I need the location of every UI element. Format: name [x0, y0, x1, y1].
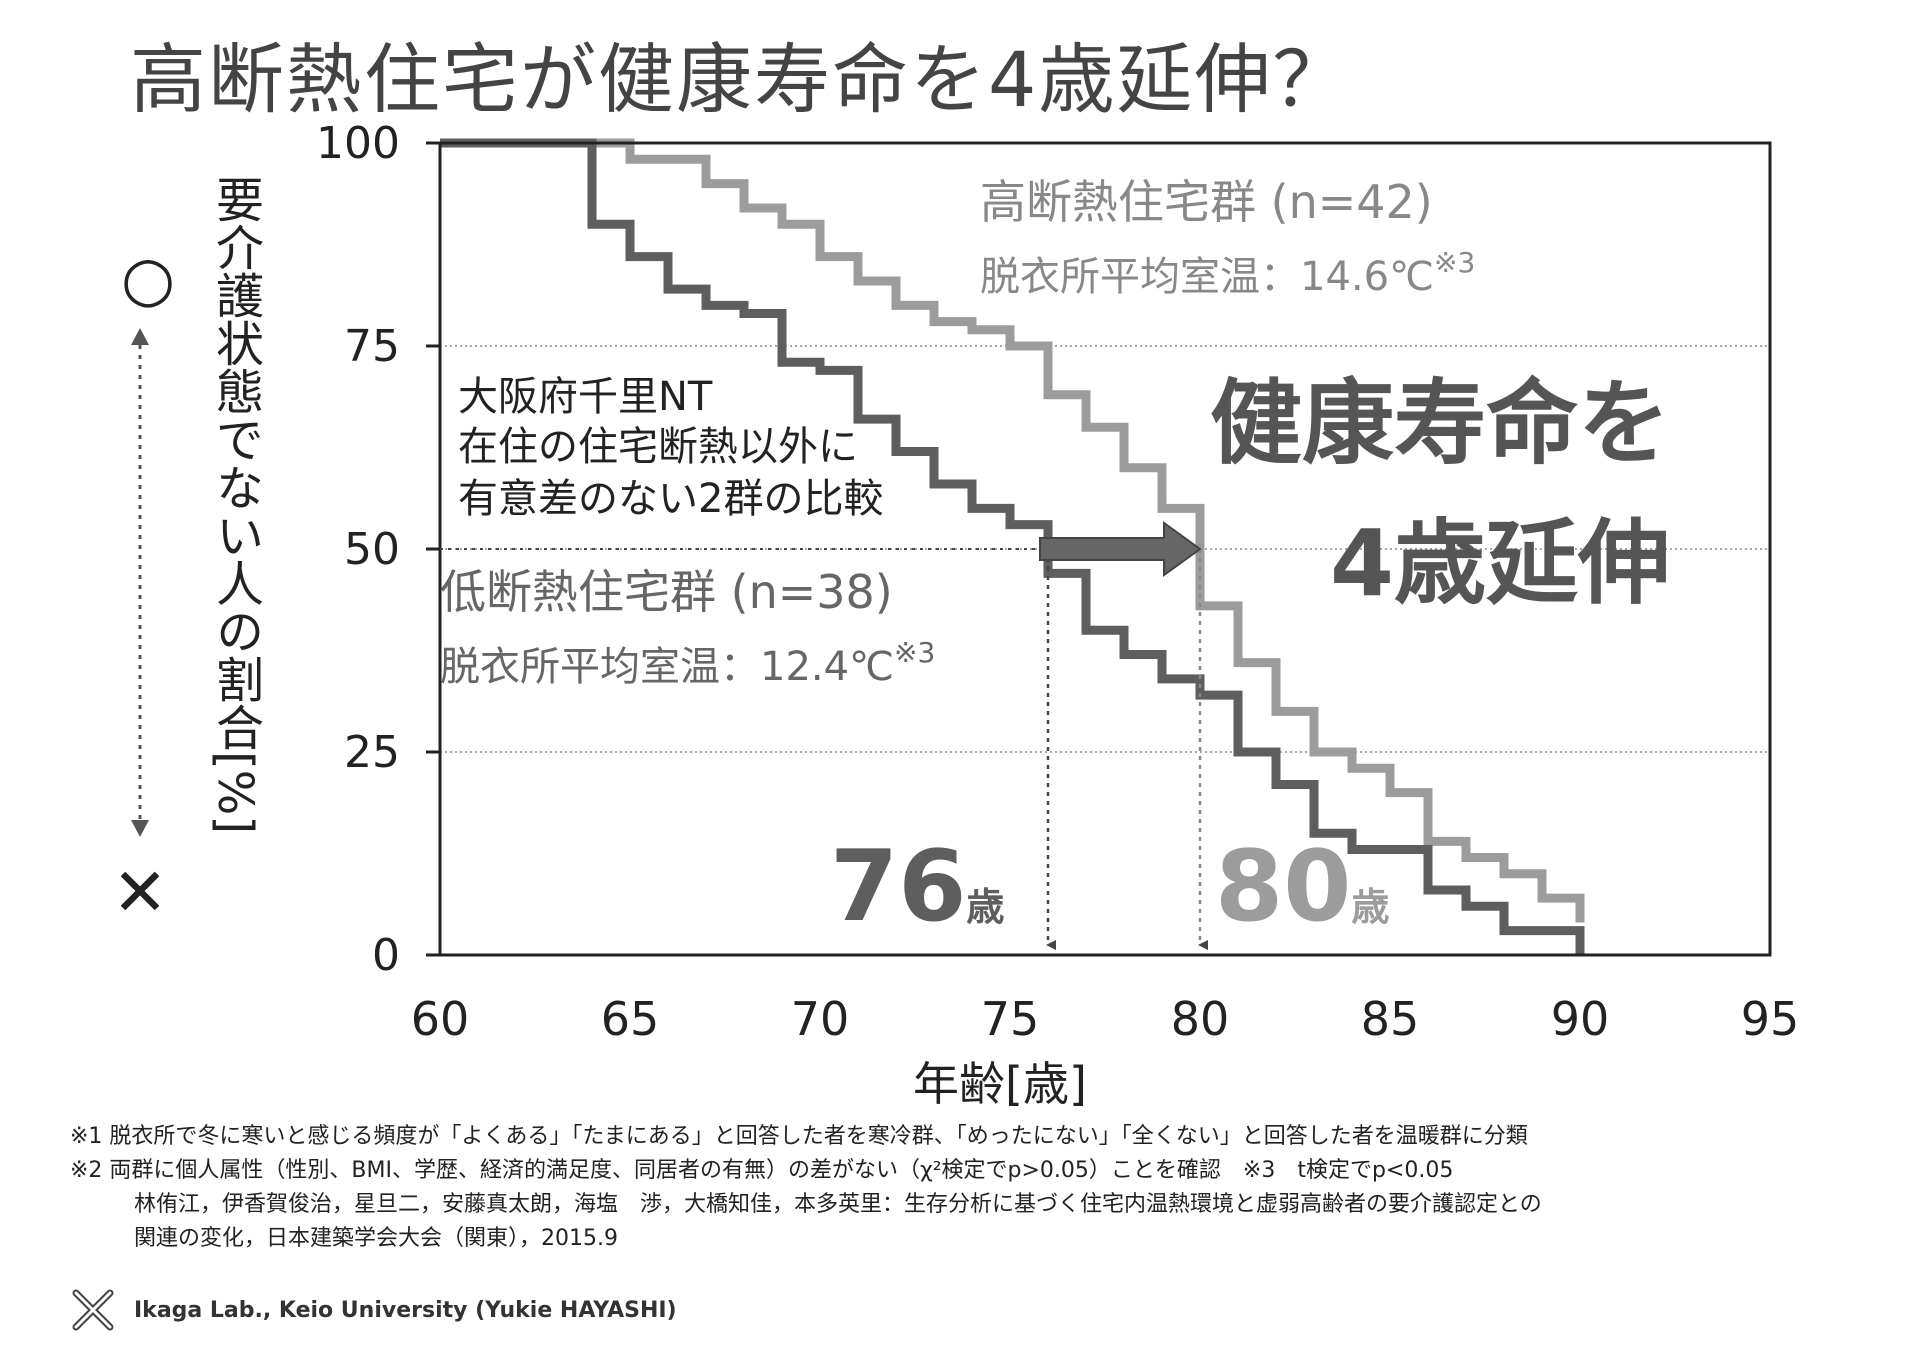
y-tick-25: 25 — [344, 727, 400, 778]
legend-low-note: ※3 — [894, 636, 935, 669]
reference-line-1: 林侑江，伊香賀俊治，星旦二，安藤真太朗，海塩 渉，大橋知佳，本多英里：生存分析に… — [134, 1192, 1542, 1217]
big-slogan-line-2: 4歳延伸 — [1330, 510, 1670, 617]
arrow-up-icon — [131, 328, 149, 345]
footer-credit: Ikaga Lab., Keio University (Yukie HAYAS… — [134, 1297, 677, 1323]
footnote-2: ※2 両群に個人属性（性別、BMI、学歴、経済的満足度、同居者の有無）の差がない… — [70, 1158, 1454, 1183]
x-tick-60: 60 — [411, 992, 470, 1046]
footnote-1: ※1 脱衣所で冬に寒いと感じる頻度が「よくある」「たまにある」と回答した者を寒冷… — [70, 1124, 1528, 1149]
annotation-line-1: 大阪府千里NT — [458, 374, 713, 420]
series-lines — [440, 138, 1585, 955]
legend-high-note: ※3 — [1434, 246, 1475, 279]
crossed-hands-logo-icon — [72, 1289, 114, 1331]
reference-line-2: 関連の変化，日本建築学会大会（関東），2015.9 — [134, 1226, 618, 1251]
good-circle-icon: ○ — [121, 242, 175, 315]
legend-high-name: 高断熱住宅群 (n=42) — [980, 175, 1433, 229]
y-tick-100: 100 — [316, 118, 400, 169]
legend-low-name: 低断熱住宅群 (n=38) — [440, 565, 893, 619]
median-high-label: 80歳 — [1215, 830, 1389, 944]
footnotes: ※1 脱衣所で冬に寒いと感じる頻度が「よくある」「たまにある」と回答した者を寒冷… — [70, 1120, 1542, 1256]
x-tick-65: 65 — [601, 992, 660, 1046]
x-tick-labels: 60 65 70 75 80 85 90 95 — [411, 992, 1800, 1046]
median-low-label: 76歳 — [830, 830, 1004, 944]
x-axis-label: 年齢[歳] — [913, 1057, 1087, 1111]
x-tick-75: 75 — [981, 992, 1040, 1046]
y-tick-labels: 0 25 50 75 100 — [316, 118, 440, 981]
x-tick-80: 80 — [1171, 992, 1230, 1046]
page-title: 高断熱住宅が健康寿命を4歳延伸？ — [130, 35, 1351, 124]
y-tick-75: 75 — [344, 321, 400, 372]
annotation-line-3: 有意差のない2群の比較 — [458, 476, 883, 522]
annotation-line-2: 在住の住宅断熱以外に — [458, 424, 858, 470]
y-tick-0: 0 — [372, 930, 400, 981]
shift-arrow-icon — [1039, 521, 1202, 577]
x-tick-85: 85 — [1361, 992, 1420, 1046]
legend-high-temp: 脱衣所平均室温：14.6℃※3 — [980, 246, 1475, 300]
footer: Ikaga Lab., Keio University (Yukie HAYAS… — [70, 1287, 677, 1333]
arrow-down-icon — [131, 820, 149, 837]
series-line-high — [440, 138, 1585, 923]
median-marks — [440, 521, 1208, 950]
y-tick-50: 50 — [344, 524, 400, 575]
x-tick-70: 70 — [791, 992, 850, 1046]
bad-cross-icon: ✕ — [112, 854, 167, 931]
x-tick-90: 90 — [1551, 992, 1610, 1046]
big-slogan-line-1: 健康寿命を — [1210, 370, 1670, 477]
y-axis-label: 要介護状態でない人の割合[%] — [207, 175, 263, 835]
series-line-low — [440, 138, 1585, 955]
legend-low-temp: 脱衣所平均室温：12.4℃※3 — [440, 636, 935, 690]
y-axis-label-wrap: 要介護状態でない人の割合[%] — [200, 175, 320, 975]
x-tick-95: 95 — [1741, 992, 1800, 1046]
